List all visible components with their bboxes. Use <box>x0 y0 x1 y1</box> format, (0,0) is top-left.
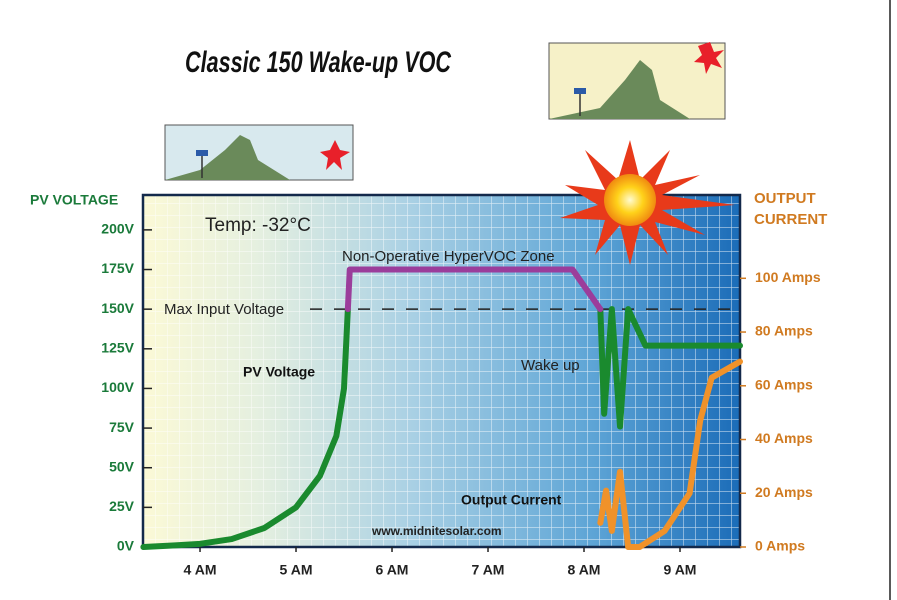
y2-tick-label: 60 Amps <box>755 376 813 392</box>
y-tick-label: 75V <box>109 419 135 435</box>
y2-tick-label: 20 Amps <box>755 484 813 500</box>
panel-grid <box>143 195 740 547</box>
y-tick-label: 175V <box>101 260 134 276</box>
y-axis-title: PV VOLTAGE <box>30 192 118 208</box>
sun-icon <box>560 140 735 265</box>
series-label: Output Current <box>461 492 562 508</box>
series-line <box>597 358 743 550</box>
chart-title: Classic 150 Wake-up VOC <box>185 44 452 78</box>
x-tick-label: 8 AM <box>568 562 601 578</box>
y-tick-label: 100V <box>101 379 134 395</box>
x-tick-label: 9 AM <box>664 562 697 578</box>
y-tick-label: 200V <box>101 221 134 237</box>
y2-tick-label: 40 Amps <box>755 430 813 446</box>
x-tick-label: 7 AM <box>472 562 505 578</box>
y-tick-label: 50V <box>109 458 135 474</box>
website: www.midnitesolar.com <box>371 524 502 538</box>
y-tick-label: 125V <box>101 340 134 356</box>
y2-tick-label: 80 Amps <box>755 323 813 339</box>
y-tick-label: 0V <box>117 538 135 554</box>
plot-border <box>141 193 742 549</box>
zone-label: Non-Operative HyperVOC Zone <box>342 248 555 265</box>
y-tick-label: 150V <box>101 300 134 316</box>
wake-label: Wake up <box>521 357 580 374</box>
temp-label: Temp: -32°C <box>205 215 311 236</box>
y2-tick-label: 0 Amps <box>755 538 805 554</box>
series-line <box>140 306 743 550</box>
max-voltage-label: Max Input Voltage <box>164 301 284 318</box>
x-tick-label: 4 AM <box>184 562 217 578</box>
x-tick-label: 5 AM <box>280 562 313 578</box>
sunrise-thumbnail <box>548 42 726 120</box>
x-tick-label: 6 AM <box>376 562 409 578</box>
series-label: PV Voltage <box>243 364 315 380</box>
y2-tick-label: 100 Amps <box>755 269 821 285</box>
y2-axis-title: OUTPUT CURRENT <box>754 190 828 228</box>
series-line <box>344 266 604 313</box>
dawn-thumbnail <box>164 124 354 181</box>
y-tick-label: 25V <box>109 498 135 514</box>
